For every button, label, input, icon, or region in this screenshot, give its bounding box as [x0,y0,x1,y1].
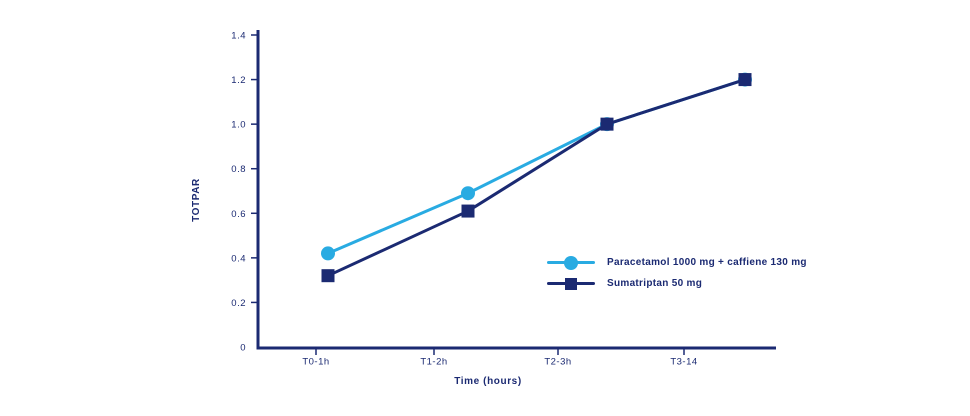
y-axis-tick-label: 0 [240,343,246,354]
legend-item-sumatriptan: Sumatriptan 50 mg [547,273,807,294]
axes-layer: 0 0.2 0.4 0.6 0.8 1.0 1.2 1.4 T0-1h T1-2h T2-3h T3-… [231,30,776,368]
series-layer [321,72,752,283]
x-axis-tick-label: T2-3h [544,357,571,368]
x-axis-tick-label: T1-2h [420,357,447,368]
legend-square-marker-icon [565,277,577,290]
legend-label-paracetamol: Paracetamol 1000 mg + caffiene 130 mg [607,257,807,268]
x-axis-tick-label: T0-1h [302,357,329,368]
data-point-marker [321,269,335,283]
y-axis-tick-label: 0.4 [231,253,246,264]
data-point-marker [461,204,475,218]
legend-circle-marker-icon [564,255,578,270]
legend-line-square-icon [547,277,595,291]
y-axis-tick-label: 0.8 [231,164,246,175]
series-line [326,78,747,278]
data-point-marker [600,117,614,131]
data-point-marker [738,73,752,87]
y-axis-tick-label: 1.0 [231,120,246,131]
legend-line-circle-icon [547,255,595,270]
x-axis-title: Time (hours) [454,376,522,387]
y-axis-tick-label: 0.2 [231,298,246,309]
y-axis-title: TOTPAR [191,178,202,222]
legend-label-sumatriptan: Sumatriptan 50 mg [607,278,703,289]
y-axis-tick-label: 1.4 [231,31,246,42]
legend: Paracetamol 1000 mg + caffiene 130 mg Su… [547,252,807,294]
legend-item-paracetamol: Paracetamol 1000 mg + caffiene 130 mg [547,252,807,273]
x-axis-tick-label: T3-14 [670,357,697,368]
data-point-marker [321,246,335,261]
y-axis-tick-label: 1.2 [231,75,246,86]
data-point-marker [461,186,475,201]
y-axis-tick-label: 0.6 [231,209,246,220]
